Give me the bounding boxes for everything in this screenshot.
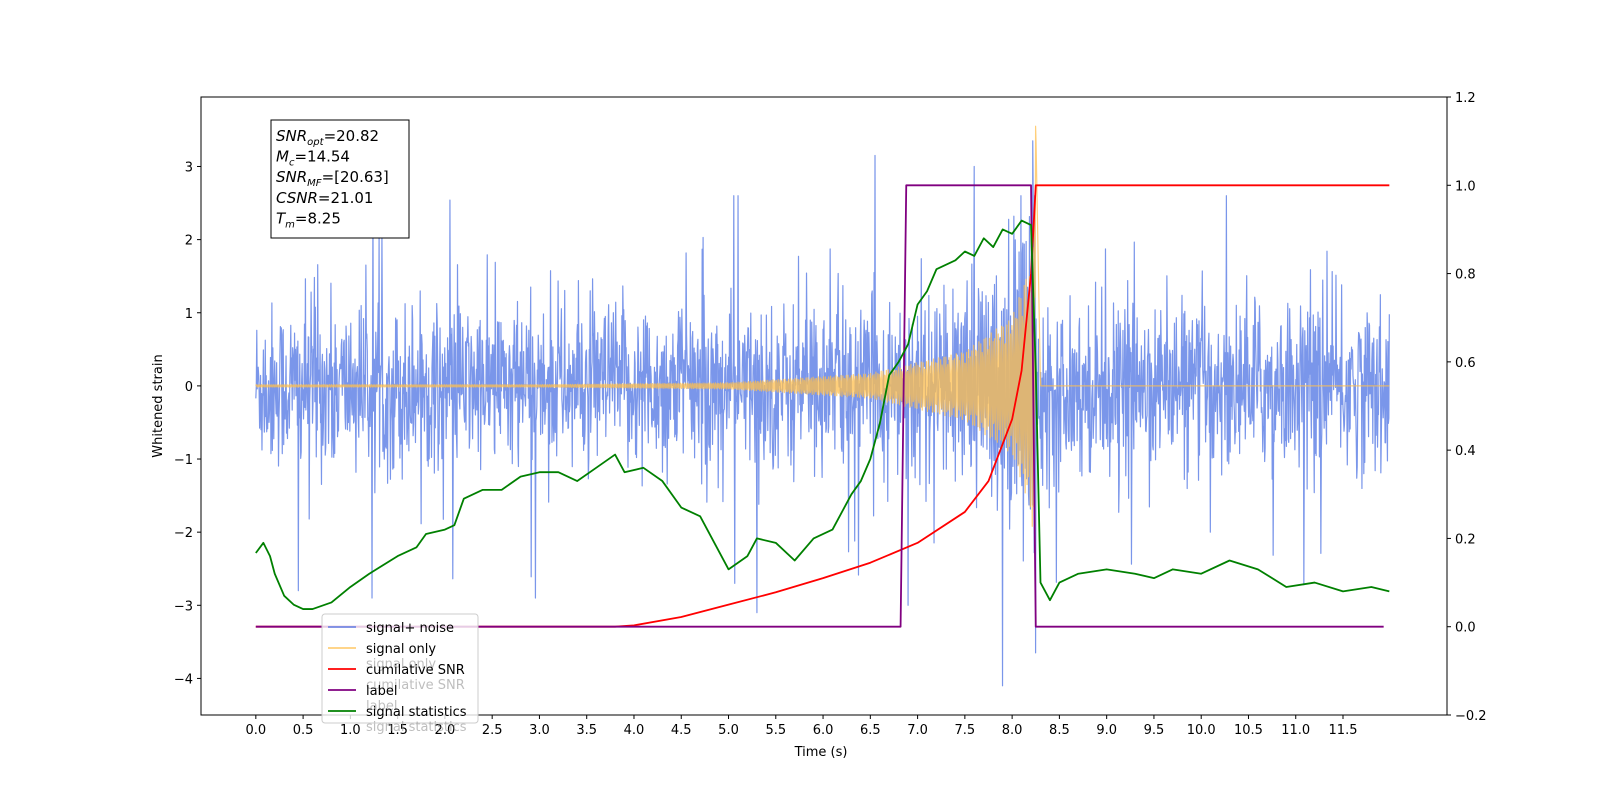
x-axis-label: Time (s) [794, 745, 848, 760]
y-tick-label: 0 [185, 380, 193, 395]
y2-tick-label: 0.8 [1455, 268, 1476, 283]
x-tick-label: 8.5 [1049, 723, 1070, 738]
legend-label: cumilative SNR [366, 663, 465, 678]
y2-tick-label: 0.0 [1455, 621, 1476, 636]
y2-tick-label: −0.2 [1455, 709, 1487, 724]
annotation-line: Mc=14.54 [276, 148, 350, 169]
x-tick-label: 4.5 [671, 723, 692, 738]
series-layer [255, 125, 1390, 687]
x-tick-label: 11.0 [1281, 723, 1310, 738]
y-tick-label: 1 [185, 307, 193, 322]
x-tick-label: 10.0 [1187, 723, 1216, 738]
y2-tick-label: 1.2 [1455, 91, 1476, 106]
x-tick-label: 6.0 [813, 723, 834, 738]
x-tick-label: 0.0 [245, 723, 266, 738]
y-tick-label: −4 [174, 672, 193, 687]
x-tick-label: 1.0 [340, 723, 361, 738]
annotation-line: CSNR=21.01 [276, 189, 373, 207]
annotation-box: SNRopt=20.82Mc=14.54SNRMF=[20.63]CSNR=21… [270, 119, 410, 239]
y-tick-label: −3 [174, 599, 193, 614]
y2-tick-label: 1.0 [1455, 179, 1476, 194]
x-tick-label: 3.0 [529, 723, 550, 738]
series-line-signal-statistics [255, 219, 1390, 610]
x-tick-label: 9.5 [1144, 723, 1165, 738]
series-line-signal-noise [255, 140, 1390, 687]
y2-tick-label: 0.2 [1455, 532, 1476, 547]
y-tick-label: 3 [185, 160, 193, 175]
legend-label: label [366, 684, 397, 699]
x-tick-label: 4.0 [624, 723, 645, 738]
x-tick-label: 2.0 [435, 723, 456, 738]
y-tick-label: −2 [174, 526, 193, 541]
x-tick-label: 3.5 [576, 723, 597, 738]
x-tick-label: 8.0 [1002, 723, 1023, 738]
plot-area [255, 125, 1390, 687]
x-tick-label: 10.5 [1234, 723, 1263, 738]
series-line-signal-only [255, 125, 1390, 527]
annotation-line: SNRMF=[20.63] [276, 168, 389, 189]
legend-frame [321, 613, 479, 724]
x-axis-ticks: 0.0 0.5 1.0 1.5 2.0 2.5 3.0 3.5 4.0 4.5 5.0 5.5 6.0 6… [245, 715, 1357, 738]
x-tick-label: 2.5 [482, 723, 503, 738]
legend-ghost-label: signal statistics [366, 720, 467, 735]
annotation-line: SNRopt=20.82 [276, 127, 379, 148]
axes-frame [200, 96, 1448, 716]
annotation-line: Tm=8.25 [276, 209, 341, 230]
y-axis-ticks: 3 2 1 0 −1 −2 −3 −4 [174, 160, 201, 687]
annotation-box-frame [270, 119, 410, 239]
y2-axis-ticks: 1.2 1.0 0.8 0.6 0.4 0.2 0.0 −0.2 [1447, 91, 1487, 724]
legend-label: signal+ noise [366, 621, 454, 636]
y2-tick-label: 0.4 [1455, 444, 1476, 459]
x-tick-label: 6.5 [860, 723, 881, 738]
legend-ghost-label: signal only [366, 657, 436, 672]
y-tick-label: 2 [185, 234, 193, 249]
y2-tick-label: 0.6 [1455, 356, 1476, 371]
x-tick-label: 11.5 [1329, 723, 1358, 738]
x-tick-label: 7.5 [955, 723, 976, 738]
y-tick-label: −1 [174, 453, 193, 468]
legend-ghost-label: label [366, 699, 397, 714]
series-line-label [255, 184, 1384, 628]
x-tick-label: 7.0 [907, 723, 928, 738]
series-line-cumilative-snr [255, 184, 1390, 628]
y-axis-label: Whitened strain [151, 354, 166, 457]
legend-label: signal only [366, 642, 436, 657]
legend-label: signal statistics [366, 705, 467, 720]
x-tick-label: 5.5 [765, 723, 786, 738]
x-tick-label: 9.0 [1096, 723, 1117, 738]
x-tick-label: 0.5 [293, 723, 314, 738]
x-tick-label: 1.5 [387, 723, 408, 738]
legend-ghost-label: cumilative SNR [366, 678, 465, 693]
x-tick-label: 5.0 [718, 723, 739, 738]
